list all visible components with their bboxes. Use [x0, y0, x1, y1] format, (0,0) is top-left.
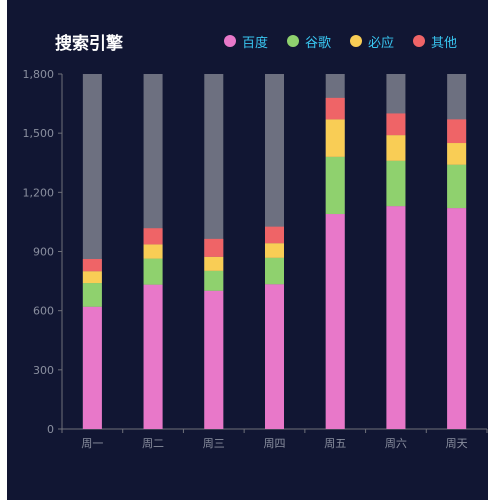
y-tick-label: 600	[33, 305, 54, 318]
x-tick-label: 周五	[324, 437, 346, 450]
bar-segment[interactable]	[447, 164, 467, 209]
legend-dot-icon	[413, 35, 426, 47]
legend-dot-icon	[224, 35, 236, 47]
legend-dot-icon	[287, 35, 300, 47]
legend-label: 谷歌	[305, 35, 332, 51]
bar-segment[interactable]	[325, 119, 345, 157]
x-tick-label: 周六	[385, 437, 407, 450]
bar-segment[interactable]	[82, 283, 102, 307]
legend-label: 必应	[368, 35, 395, 51]
bar-segment[interactable]	[265, 243, 284, 258]
x-tick-label: 周一	[81, 437, 103, 450]
bar-segment[interactable]	[447, 208, 467, 429]
chart-legend: 百度 谷歌 必应 其他	[224, 32, 457, 51]
legend-item[interactable]: 谷歌	[287, 32, 331, 51]
x-tick-label: 周四	[264, 437, 286, 450]
bar-segment[interactable]	[265, 226, 284, 244]
bar-segment[interactable]	[143, 228, 163, 245]
y-tick-label: 900	[33, 246, 54, 259]
bar-segment[interactable]	[447, 143, 467, 165]
legend-label: 百度	[242, 35, 269, 51]
bar-segment[interactable]	[82, 271, 102, 284]
legend-dot-icon	[350, 35, 363, 47]
chart-title: 搜索引擎	[55, 34, 123, 54]
x-tick-label: 周天	[446, 437, 468, 450]
y-tick-label: 1,800	[23, 68, 55, 81]
legend-item[interactable]: 百度	[224, 32, 268, 51]
bar-segment[interactable]	[447, 119, 467, 144]
y-tick-label: 300	[33, 364, 54, 377]
bar-segment[interactable]	[325, 156, 345, 215]
bar-segment[interactable]	[325, 97, 345, 120]
bar-segment[interactable]	[204, 290, 224, 429]
bar-segment[interactable]	[204, 238, 224, 257]
bar-segment[interactable]	[386, 135, 406, 161]
legend-item[interactable]: 必应	[350, 32, 394, 51]
bar-segment[interactable]	[265, 284, 284, 429]
bar-segment[interactable]	[386, 113, 406, 136]
bar-segment[interactable]	[82, 258, 102, 272]
y-tick-label: 0	[47, 423, 54, 436]
bar-segment[interactable]	[143, 284, 163, 429]
legend-item[interactable]: 其他	[413, 32, 457, 51]
x-tick-label: 周二	[142, 437, 164, 450]
bar-segment[interactable]	[265, 257, 284, 285]
bar-segment[interactable]	[82, 306, 102, 429]
bar-segment[interactable]	[204, 270, 224, 291]
y-tick-label: 1,500	[23, 127, 55, 140]
bar-segment[interactable]	[143, 244, 163, 259]
bar-segment[interactable]	[386, 206, 406, 429]
bar-segment[interactable]	[143, 258, 163, 285]
bar-segment[interactable]	[386, 160, 406, 207]
bar-segment[interactable]	[325, 214, 345, 429]
bar-segment[interactable]	[204, 256, 224, 271]
x-tick-label: 周三	[203, 437, 225, 450]
legend-label: 其他	[431, 35, 458, 51]
y-tick-label: 1,200	[23, 186, 55, 199]
